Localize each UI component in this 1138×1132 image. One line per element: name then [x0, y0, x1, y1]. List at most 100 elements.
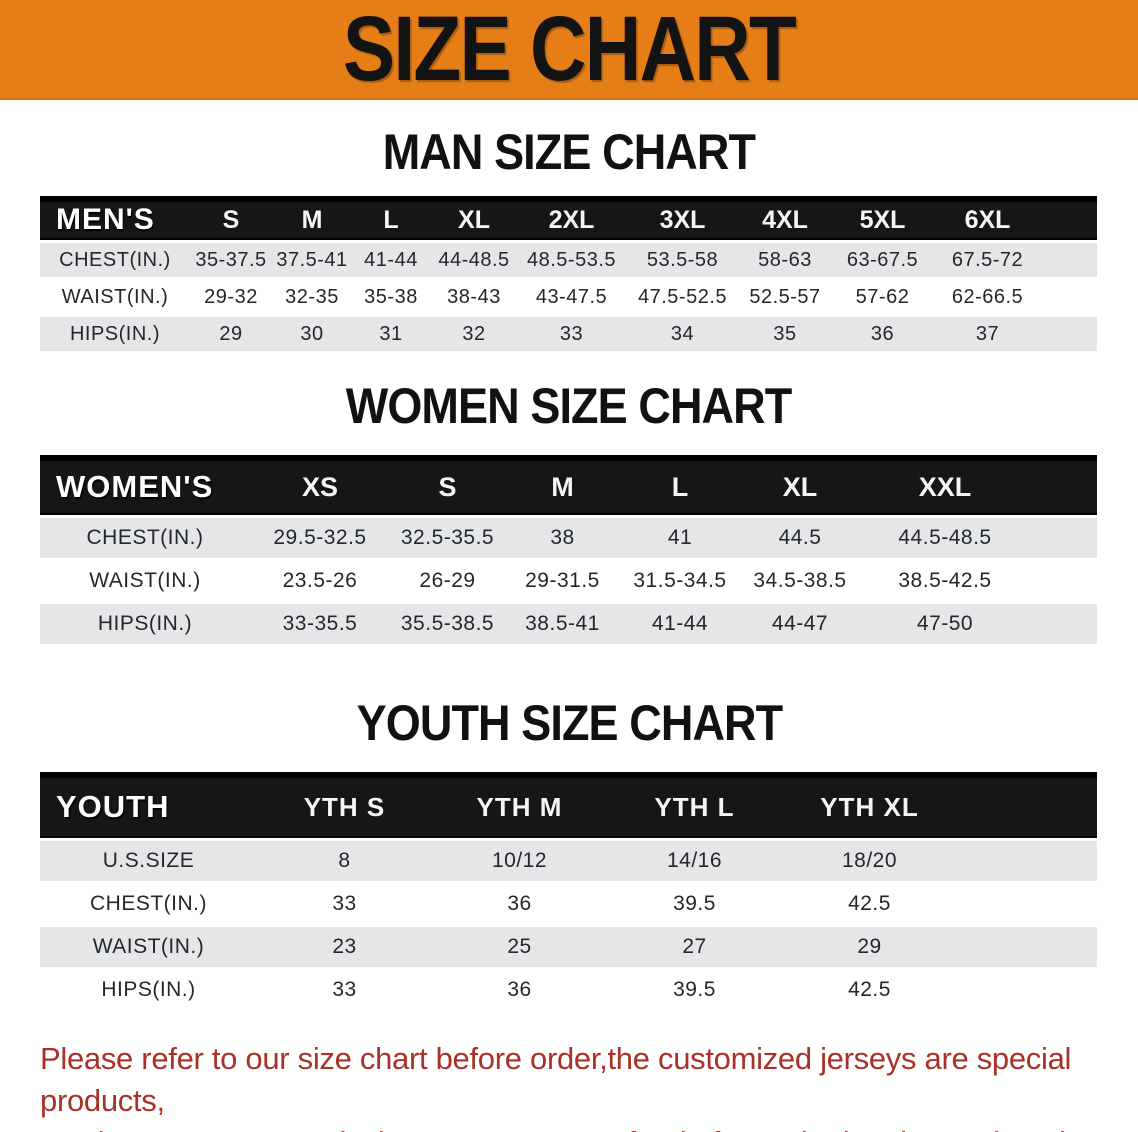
size-value-cell: 31.5-34.5	[633, 569, 727, 592]
row-label: CHEST(IN.)	[59, 248, 171, 271]
row-label: HIPS(IN.)	[69, 322, 161, 345]
size-value-cell: 47.5-52.5	[637, 285, 727, 308]
men-waist-row: WAIST(IN.) 29-32 32-35 35-38 38-43 43-47…	[40, 280, 1097, 314]
man-size-chart-heading: MAN SIZE CHART	[0, 126, 1138, 178]
men-hips-row: HIPS(IN.) 29 30 31 32 33 34 35 36 37	[40, 317, 1097, 351]
size-value-cell: 33	[332, 978, 357, 1001]
size-value-cell: 25	[507, 935, 532, 958]
size-value-cell: 33-35.5	[282, 612, 358, 635]
women-waist-row: WAIST(IN.) 23.5-26 26-29 29-31.5 31.5-34…	[40, 561, 1097, 601]
youth-ussize-row: U.S.SIZE 8 10/12 14/16 18/20	[40, 841, 1097, 881]
size-value-cell: 41-44	[364, 248, 418, 271]
size-value-cell: 33	[332, 892, 357, 915]
women-size-chart-heading: WOMEN SIZE CHART	[0, 380, 1138, 432]
youth-table-header-row: YOUTH YTH S YTH M YTH L YTH XL	[40, 772, 1097, 838]
size-value-cell: 35-38	[364, 285, 418, 308]
women-column-header-l: L	[671, 471, 689, 502]
row-label: WAIST(IN.)	[89, 569, 201, 592]
size-value-cell: 34.5-38.5	[753, 569, 847, 592]
youth-waist-row: WAIST(IN.) 23 25 27 29	[40, 927, 1097, 967]
size-value-cell: 27	[682, 935, 707, 958]
women-column-header-xl: XL	[782, 471, 818, 502]
size-value-cell: 47-50	[916, 612, 974, 635]
size-value-cell: 53.5-58	[646, 248, 719, 271]
size-value-cell: 29-31.5	[525, 569, 600, 592]
women-size-chart-heading-text: WOMEN SIZE CHART	[346, 378, 792, 434]
size-value-cell: 33	[559, 322, 584, 345]
size-value-cell: 35.5-38.5	[400, 612, 495, 635]
size-value-cell: 14/16	[666, 849, 723, 872]
size-value-cell: 52.5-57	[749, 285, 821, 308]
youth-column-header-yth-m: YTH M	[476, 791, 563, 822]
size-value-cell: 38.5-41	[525, 612, 600, 635]
youth-table-title: YOUTH	[56, 789, 170, 824]
women-column-header-xxl: XXL	[918, 471, 972, 502]
size-value-cell: 38.5-42.5	[898, 569, 992, 592]
youth-chest-row: CHEST(IN.) 33 36 39.5 42.5	[40, 884, 1097, 924]
women-table-header-row: WOMEN'S XS S M L XL XXL	[40, 455, 1097, 515]
size-value-cell: 31	[379, 322, 403, 345]
men-column-header-s: S	[222, 205, 240, 234]
size-value-cell: 8	[338, 849, 351, 872]
size-value-cell: 32	[462, 322, 486, 345]
men-column-header-4xl: 4XL	[762, 205, 808, 234]
men-column-header-xl: XL	[458, 205, 490, 234]
men-size-table: MEN'S S M L XL 2XL 3XL 4XL 5XL 6XL CHEST…	[40, 196, 1097, 351]
size-value-cell: 26-29	[419, 569, 476, 592]
size-value-cell: 67.5-72	[951, 248, 1024, 271]
men-column-header-l: L	[383, 205, 399, 234]
size-value-cell: 23.5-26	[282, 569, 358, 592]
size-value-cell: 43-47.5	[535, 285, 608, 308]
size-chart-title: SIZE CHART	[342, 0, 797, 100]
size-value-cell: 10/12	[491, 849, 548, 872]
men-chest-row: CHEST(IN.) 35-37.5 37.5-41 41-44 44-48.5…	[40, 243, 1097, 277]
row-label: HIPS(IN.)	[97, 612, 193, 635]
men-column-header-6xl: 6XL	[964, 205, 1011, 234]
size-value-cell: 58-63	[758, 248, 812, 271]
size-value-cell: 38	[550, 526, 575, 549]
size-value-cell: 39.5	[673, 978, 716, 1001]
size-value-cell: 29	[857, 935, 882, 958]
size-value-cell: 62-66.5	[951, 285, 1024, 308]
size-value-cell: 23	[332, 935, 357, 958]
women-chest-row: CHEST(IN.) 29.5-32.5 32.5-35.5 38 41 44.…	[40, 518, 1097, 558]
size-value-cell: 36	[507, 978, 532, 1001]
women-size-table: WOMEN'S XS S M L XL XXL CHEST(IN.) 29.5-…	[40, 455, 1097, 644]
women-column-header-s: S	[438, 471, 457, 502]
men-column-header-5xl: 5XL	[859, 205, 906, 234]
men-column-header-3xl: 3XL	[659, 205, 706, 234]
men-column-header-m: M	[301, 205, 323, 234]
row-label: WAIST(IN.)	[61, 285, 169, 308]
size-value-cell: 36	[507, 892, 532, 915]
youth-size-chart-heading: YOUTH SIZE CHART	[0, 697, 1138, 749]
size-value-cell: 57-62	[855, 285, 910, 308]
size-value-cell: 35	[773, 322, 797, 345]
men-table-title: MEN'S	[56, 203, 155, 236]
size-value-cell: 39.5	[673, 892, 716, 915]
youth-column-header-yth-s: YTH S	[303, 791, 386, 822]
row-label: CHEST(IN.)	[90, 892, 207, 915]
size-value-cell: 37	[975, 322, 1000, 345]
order-policy-line-2: we don't accept cancel, change, teturn o…	[40, 1122, 1100, 1132]
youth-hips-row: HIPS(IN.) 33 36 39.5 42.5	[40, 970, 1097, 1010]
women-column-header-m: M	[551, 471, 574, 502]
order-policy-line-1: Please refer to our size chart before or…	[40, 1041, 1072, 1118]
size-value-cell: 42.5	[848, 978, 891, 1001]
size-value-cell: 29-32	[204, 285, 258, 308]
size-value-cell: 42.5	[848, 892, 891, 915]
men-table-header-row: MEN'S S M L XL 2XL 3XL 4XL 5XL 6XL	[40, 196, 1097, 240]
row-label: CHEST(IN.)	[86, 526, 204, 549]
row-label: HIPS(IN.)	[101, 978, 196, 1001]
size-value-cell: 32-35	[285, 285, 339, 308]
size-value-cell: 37.5-41	[276, 248, 348, 271]
women-table-title: WOMEN'S	[56, 469, 214, 504]
size-value-cell: 38-43	[447, 285, 501, 308]
men-column-header-2xl: 2XL	[548, 205, 595, 234]
size-value-cell: 41	[667, 526, 693, 549]
size-value-cell: 36	[870, 322, 895, 345]
size-value-cell: 30	[300, 322, 324, 345]
size-value-cell: 44.5-48.5	[898, 526, 992, 549]
order-policy-note: Please refer to our size chart before or…	[40, 1038, 1100, 1132]
youth-column-header-yth-xl: YTH XL	[820, 791, 919, 822]
